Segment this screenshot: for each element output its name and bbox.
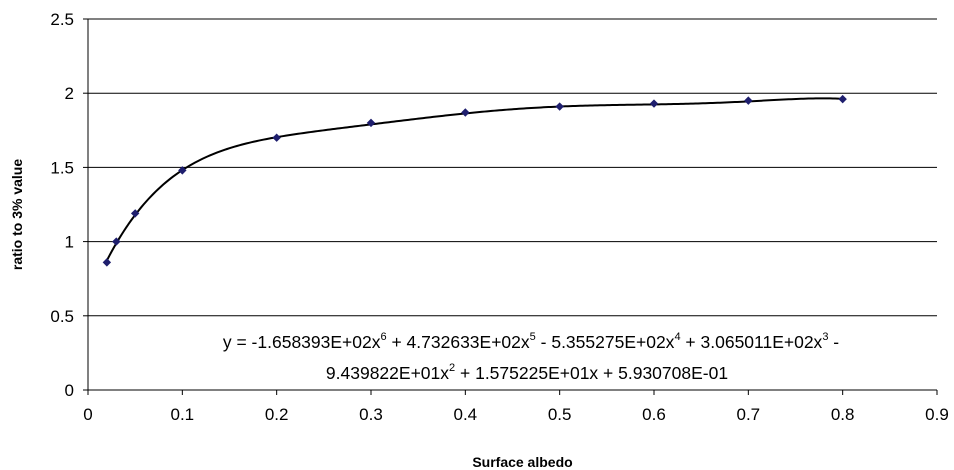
x-tick-labels: 0 0.1 0.2 0.3 0.4 0.5 0.6 0.7 0.8 0.9 — [83, 405, 949, 424]
data-points — [102, 94, 847, 267]
x-tick-label-0.4: 0.4 — [454, 405, 478, 424]
data-point-6 — [461, 108, 470, 117]
x-tick-label-0.1: 0.1 — [171, 405, 195, 424]
x-tick-label-0.3: 0.3 — [359, 405, 383, 424]
y-tick-label-2: 2 — [65, 84, 74, 103]
trendline-equation-line-1: y = -1.658393E+02x6 + 4.732633E+02x5 - 5… — [223, 331, 839, 352]
data-point-0 — [102, 258, 112, 267]
data-point-5 — [366, 118, 376, 128]
y-tick-label-2.5: 2.5 — [50, 10, 74, 29]
x-tick-label-0.5: 0.5 — [548, 405, 572, 424]
x-axis-title: Surface albedo — [472, 454, 572, 470]
x-tick-label-0.2: 0.2 — [265, 405, 289, 424]
y-axis-title: ratio to 3% value — [9, 159, 25, 270]
y-tick-label-1: 1 — [65, 233, 74, 252]
trendline-equation-line-2: 9.439822E+01x2 + 1.575225E+01x + 5.93070… — [326, 362, 728, 383]
trendline-curve — [105, 97, 843, 261]
data-point-9 — [744, 96, 753, 105]
data-point-2 — [130, 209, 140, 218]
data-point-3 — [178, 166, 187, 175]
data-point-10 — [838, 94, 847, 104]
data-point-4 — [272, 133, 281, 142]
axes — [83, 18, 938, 395]
trendline — [105, 97, 843, 261]
x-tick-label-0.6: 0.6 — [642, 405, 666, 424]
gridlines — [88, 18, 937, 317]
data-point-7 — [555, 102, 564, 111]
y-tick-label-1.5: 1.5 — [50, 158, 74, 177]
y-tick-label-0: 0 — [65, 381, 74, 400]
x-tick-label-0.8: 0.8 — [831, 405, 855, 424]
x-tick-label-0: 0 — [83, 405, 92, 424]
data-point-1 — [112, 237, 121, 246]
data-point-8 — [649, 99, 659, 108]
y-tick-labels: 0 0.5 1 1.5 2 2.5 — [50, 10, 74, 400]
x-tick-label-0.9: 0.9 — [925, 405, 949, 424]
x-tick-label-0.7: 0.7 — [737, 405, 761, 424]
y-tick-label-0.5: 0.5 — [50, 307, 74, 326]
